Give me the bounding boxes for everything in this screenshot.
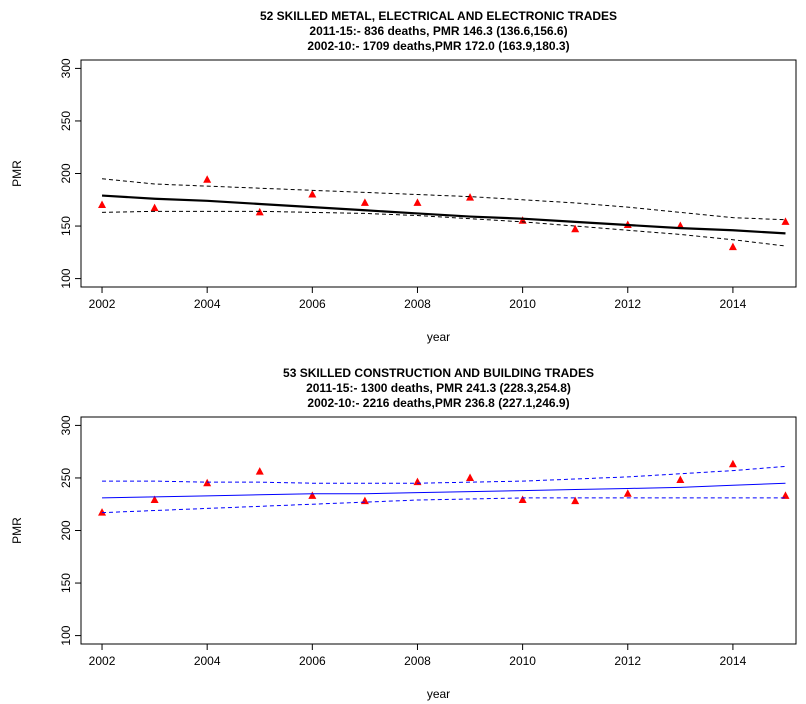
chart-title: 53 SKILLED CONSTRUCTION AND BUILDING TRA… — [283, 366, 594, 380]
data-point — [466, 193, 475, 201]
data-point — [150, 203, 159, 212]
y-tick-label: 150 — [59, 216, 73, 236]
y-tick-label: 250 — [59, 111, 73, 131]
data-point — [728, 459, 737, 468]
chart-title: 2002-10:- 1709 deaths,PMR 172.0 (163.9,1… — [307, 39, 569, 53]
plot-frame — [80, 416, 797, 645]
data-point — [308, 491, 317, 499]
data-point — [518, 495, 527, 504]
y-tick-label: 300 — [59, 415, 73, 435]
y-axis-label: PMR — [10, 517, 24, 544]
data-point — [466, 473, 475, 481]
x-tick-label: 2014 — [720, 654, 747, 668]
fit-line — [101, 194, 786, 235]
ci-line — [102, 497, 786, 514]
data-point — [98, 508, 107, 516]
data-point — [413, 477, 422, 486]
y-tick-label: 100 — [59, 268, 73, 288]
y-axis-label: PMR — [10, 160, 24, 187]
x-tick-label: 2006 — [299, 297, 326, 311]
data-point — [518, 216, 527, 224]
x-tick-label: 2012 — [614, 654, 641, 668]
data-point — [308, 190, 317, 198]
x-tick-label: 2008 — [404, 654, 431, 668]
chart-title: 2011-15:- 836 deaths, PMR 146.3 (136.6,1… — [309, 24, 567, 38]
y-tick-label: 150 — [59, 573, 73, 593]
x-tick-label: 2010 — [509, 297, 536, 311]
data-point — [728, 242, 737, 251]
data-point — [98, 200, 107, 209]
y-tick-label: 250 — [59, 468, 73, 488]
data-point — [203, 175, 212, 183]
data-point — [781, 491, 790, 499]
x-tick-label: 2004 — [194, 297, 221, 311]
x-axis-label: year — [427, 330, 450, 344]
x-tick-label: 2010 — [509, 654, 536, 668]
data-point — [781, 217, 790, 225]
fit-line — [102, 482, 786, 499]
data-point — [571, 496, 580, 505]
x-axis-label: year — [427, 687, 450, 701]
data-point — [623, 489, 632, 497]
ci-line — [102, 465, 786, 484]
x-tick-label: 2006 — [299, 654, 326, 668]
ci-line — [102, 210, 786, 247]
data-point — [413, 198, 422, 206]
x-tick-label: 2008 — [404, 297, 431, 311]
chart-title: 52 SKILLED METAL, ELECTRICAL AND ELECTRO… — [260, 9, 617, 23]
y-tick-label: 300 — [59, 58, 73, 78]
x-tick-label: 2014 — [720, 297, 747, 311]
chart-title: 2011-15:- 1300 deaths, PMR 241.3 (228.3,… — [306, 381, 571, 395]
y-tick-label: 200 — [59, 163, 73, 183]
x-tick-label: 2002 — [89, 297, 116, 311]
y-tick-label: 200 — [59, 520, 73, 540]
data-point — [360, 198, 369, 206]
plot-frame — [80, 59, 797, 288]
ci-line — [101, 178, 786, 221]
data-point — [676, 475, 685, 484]
data-point — [150, 495, 159, 504]
data-point — [255, 467, 264, 475]
data-point — [360, 496, 369, 505]
x-tick-label: 2002 — [89, 654, 116, 668]
y-tick-label: 100 — [59, 625, 73, 645]
x-tick-label: 2004 — [194, 654, 221, 668]
chart-title: 2002-10:- 2216 deaths,PMR 236.8 (227.1,2… — [307, 396, 569, 410]
data-point — [571, 224, 580, 233]
x-tick-label: 2012 — [614, 297, 641, 311]
